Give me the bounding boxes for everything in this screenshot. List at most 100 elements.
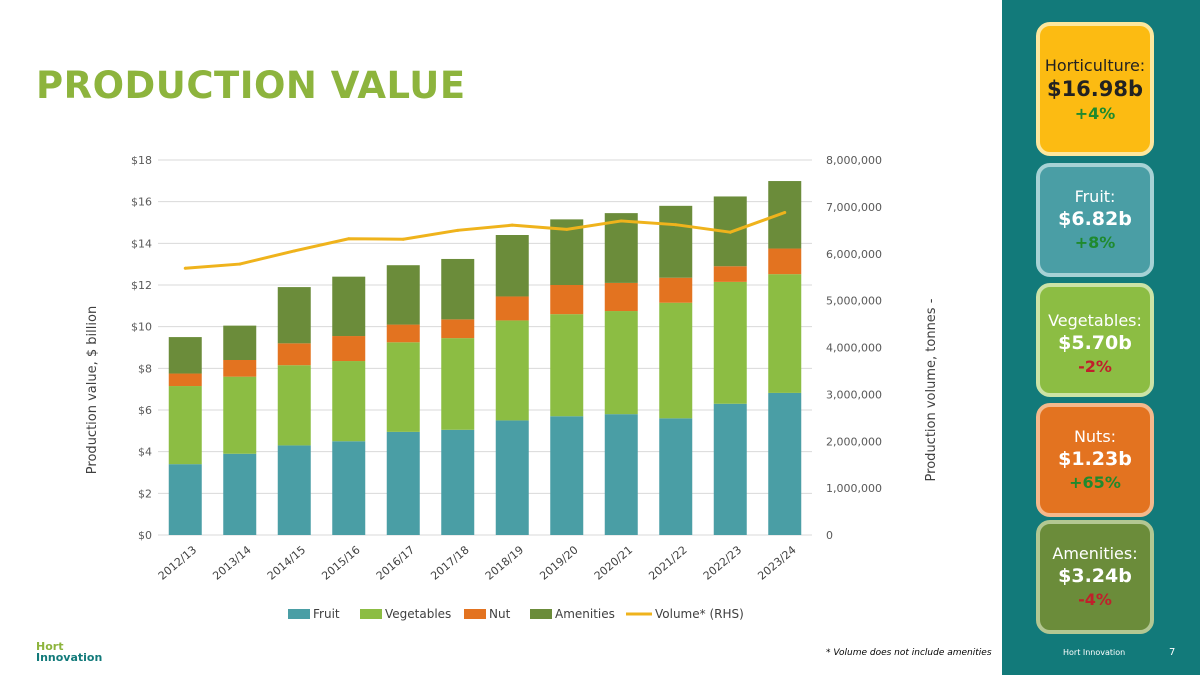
y-tick-label: $8 <box>138 362 152 375</box>
bar-nut <box>386 324 420 343</box>
bar-fruit <box>441 429 475 535</box>
bar-vegetables <box>768 274 802 393</box>
legend-swatch <box>360 609 382 619</box>
card-fruit: Fruit: $6.82b +8% <box>1036 163 1154 277</box>
bar-amenities <box>441 258 475 320</box>
volume-line <box>185 211 786 270</box>
bar-fruit <box>168 464 202 535</box>
volume-point <box>728 230 732 234</box>
legend-label: Amenities <box>555 607 615 621</box>
volume-point <box>238 262 242 266</box>
y-tick-label: $2 <box>138 487 152 500</box>
legend-swatch <box>288 609 310 619</box>
y-tick-label: $18 <box>131 154 152 167</box>
bar-fruit <box>332 441 366 535</box>
x-tick-label: 2022/23 <box>701 543 744 582</box>
bar-nut <box>768 248 802 275</box>
bar-vegetables <box>713 281 747 404</box>
bar-fruit <box>550 416 584 535</box>
volume-point <box>783 211 787 214</box>
card-change: +4% <box>1074 104 1116 123</box>
production-chart: $0 $2 $4 $6 $8 $10 $12 $14 $16 $18 0 1,000,000 2,000… <box>85 154 939 621</box>
y-axis-title: Production value, $ billion <box>85 306 100 474</box>
page-number: 7 <box>1169 647 1176 658</box>
bar-fruit <box>386 431 420 535</box>
volume-point <box>401 237 405 241</box>
bar-fruit <box>659 418 693 535</box>
card-nuts: Nuts: $1.23b +65% <box>1036 403 1154 517</box>
y-tick-label: $10 <box>131 321 152 334</box>
y2-tick-label: 5,000,000 <box>826 295 882 308</box>
x-tick-label: 2017/18 <box>428 543 471 582</box>
bar-amenities <box>277 287 311 344</box>
x-tick-label: 2012/13 <box>156 543 199 582</box>
x-tick-label: 2023/24 <box>755 543 798 582</box>
y2-axis-title: Production volume, tonnes - <box>924 298 939 481</box>
bar-vegetables <box>441 338 475 430</box>
card-label: Fruit: <box>1074 187 1116 206</box>
bar-fruit <box>768 392 802 535</box>
card-label: Amenities: <box>1052 544 1138 563</box>
volume-point <box>183 266 187 270</box>
x-tick-label: 2018/19 <box>483 543 526 582</box>
x-tick-label: 2016/17 <box>374 543 417 582</box>
bar-vegetables <box>495 320 529 421</box>
bar-amenities <box>768 181 802 249</box>
bar-vegetables <box>550 314 584 417</box>
volume-point <box>347 237 351 241</box>
bar-nut <box>659 277 693 303</box>
bar-amenities <box>659 205 693 278</box>
volume-point <box>565 227 569 231</box>
card-label: Vegetables: <box>1048 311 1142 330</box>
y2-tick-label: 3,000,000 <box>826 388 882 401</box>
y-tick-label: $12 <box>131 279 152 292</box>
y2-tick-label: 6,000,000 <box>826 248 882 261</box>
volume-point <box>456 228 460 232</box>
bar-amenities <box>495 235 529 297</box>
legend-swatch <box>464 609 486 619</box>
bar-fruit <box>495 420 529 535</box>
bar-vegetables <box>604 311 638 415</box>
card-label: Nuts: <box>1073 427 1117 446</box>
y2-tick-label: 8,000,000 <box>826 154 882 167</box>
card-change: +65% <box>1069 473 1121 492</box>
volume-point <box>674 223 678 227</box>
bar-amenities <box>332 276 366 337</box>
hort-innovation-logo: Hort Innovation <box>36 641 102 663</box>
bar-vegetables <box>277 365 311 446</box>
card-label: Horticulture: <box>1044 56 1146 75</box>
bar-vegetables <box>168 386 202 465</box>
bar-fruit <box>277 445 311 535</box>
x-tick-label: 2013/14 <box>210 543 253 582</box>
bar-amenities <box>386 265 420 325</box>
y2-tick-label: 0 <box>826 529 833 542</box>
y2-tick-label: 1,000,000 <box>826 482 882 495</box>
footer-brand: Hort Innovation <box>1063 648 1126 657</box>
card-value: $1.23b <box>1058 448 1132 470</box>
bar-amenities <box>604 213 638 283</box>
card-change: -2% <box>1078 357 1112 376</box>
y-tick-label: $0 <box>138 529 152 542</box>
logo-line2: Innovation <box>36 651 103 664</box>
legend-label: Vegetables <box>385 607 451 621</box>
y2-tick-label: 4,000,000 <box>826 342 882 355</box>
x-tick-label: 2021/22 <box>646 543 689 582</box>
x-tick-label: 2019/20 <box>537 543 580 582</box>
y-tick-label: $14 <box>131 237 152 250</box>
card-vegetables: Vegetables: $5.70b -2% <box>1036 283 1154 397</box>
bar-amenities <box>223 325 257 360</box>
card-change: +8% <box>1074 233 1116 252</box>
y2-tick-label: 2,000,000 <box>826 435 882 448</box>
bar-nut <box>550 285 584 315</box>
bar-nut <box>223 360 257 377</box>
bar-nut <box>168 373 202 387</box>
bar-nut <box>495 296 529 321</box>
y-tick-label: $16 <box>131 196 152 209</box>
bar-vegetables <box>332 361 366 442</box>
card-value: $6.82b <box>1058 208 1132 230</box>
logo-line1: Hort <box>36 640 64 653</box>
card-horticulture: Horticulture: $16.98b +4% <box>1036 22 1154 156</box>
card-value: $5.70b <box>1058 332 1132 354</box>
bar-amenities <box>168 337 202 374</box>
volume-footnote: * Volume does not include amenities <box>826 648 992 658</box>
